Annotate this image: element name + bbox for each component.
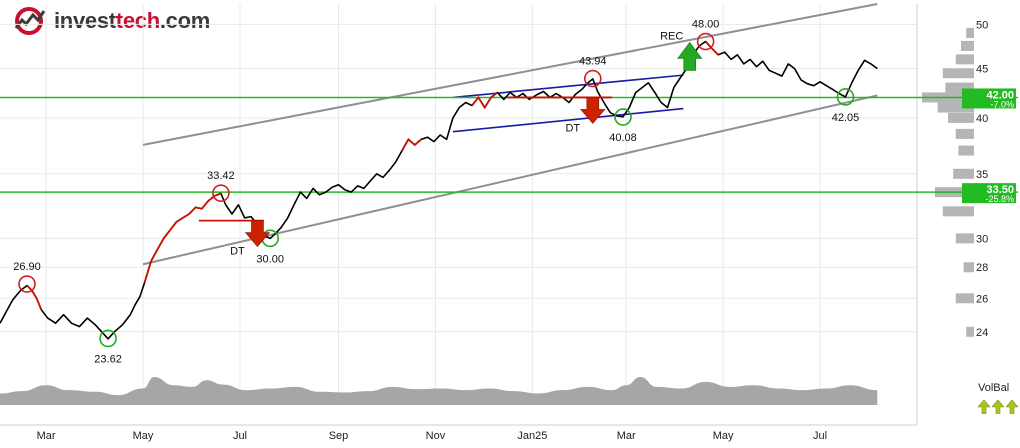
- rect-channel-lower: [452, 107, 684, 133]
- x-tick-label: Jul: [813, 430, 827, 442]
- volume-profile-bar: [937, 102, 974, 113]
- trend-channel-upper: [142, 3, 878, 146]
- volume-profile-bar: [948, 112, 974, 123]
- top-label: 48.00: [692, 19, 720, 31]
- price-highlight-segment: [26, 284, 43, 311]
- top-label: 26.90: [13, 261, 41, 273]
- volume-profile-bar: [963, 262, 974, 273]
- up-arrow-icon: [1006, 400, 1018, 414]
- y-tick-label: 45: [976, 64, 988, 76]
- price-line: [0, 40, 878, 340]
- x-tick-label: Jul: [233, 430, 247, 442]
- sell-signal-label: DT: [565, 122, 580, 134]
- volume-profile-bar: [955, 128, 974, 139]
- x-tick-label: Mar: [617, 430, 636, 442]
- bottom-marker: [99, 329, 117, 348]
- buy-signal-label: REC: [660, 30, 683, 42]
- buy-signal-arrow: [677, 41, 703, 71]
- y-tick-label: 40: [976, 113, 988, 125]
- support-line-tag: [962, 88, 1016, 109]
- up-arrow-icon: [992, 400, 1004, 414]
- volume-profile-bar: [942, 206, 974, 217]
- logo-accent: tech: [115, 8, 160, 33]
- top-label: 43.94: [579, 56, 607, 68]
- logo-prefix: invest: [54, 8, 116, 33]
- up-arrow-icon: [978, 400, 990, 414]
- volume-profile-bar: [955, 233, 974, 244]
- volume-profile-bar: [958, 145, 974, 156]
- price-highlight-segment: [704, 40, 719, 56]
- x-tick-label: May: [133, 430, 154, 442]
- sell-signal-label: DT: [230, 246, 245, 258]
- support-line-value: 33.50: [986, 184, 1014, 196]
- volume-profile-bar: [945, 82, 974, 93]
- top-marker: [696, 32, 715, 51]
- volume-profile-bar: [953, 168, 974, 179]
- indicator-arrows: [978, 400, 1018, 414]
- top-marker: [583, 69, 602, 88]
- logo-suffix: .com: [159, 8, 210, 33]
- x-tick-label: Sep: [329, 430, 349, 442]
- y-tick-label: 28: [976, 262, 988, 274]
- y-tick-label: 35: [976, 169, 988, 181]
- y-tick-label: 50: [976, 19, 988, 31]
- support-line-change: -7.0%: [990, 99, 1014, 109]
- x-tick-label: Jan25: [517, 430, 547, 442]
- x-tick-label: Mar: [37, 430, 56, 442]
- y-tick-label: 30: [976, 233, 988, 245]
- price-highlight-segment: [471, 91, 498, 110]
- support-line-change: -25.8%: [985, 194, 1014, 204]
- sell-signal-arrow: [244, 220, 271, 248]
- bottom-label: 23.62: [94, 353, 122, 365]
- volume-profile-bar: [966, 27, 974, 38]
- volume-profile-bar: [942, 68, 974, 79]
- top-label: 33.42: [207, 170, 235, 182]
- logo: investtech.com: [12, 6, 210, 36]
- logo-emblem-icon: [14, 7, 46, 35]
- volume-area: [0, 376, 878, 405]
- logo-wordmark: investtech.com: [54, 8, 210, 34]
- volume-profile-bar: [955, 54, 974, 65]
- rect-channel-upper: [452, 74, 684, 99]
- bottom-label: 30.00: [256, 253, 284, 265]
- support-line-tag: [962, 183, 1016, 204]
- price-highlight-segment: [401, 138, 422, 151]
- x-tick-label: Nov: [426, 430, 446, 442]
- volume-profile-bar: [955, 293, 974, 304]
- sell-signal-arrow: [580, 97, 606, 124]
- price-highlight-segment: [143, 192, 222, 283]
- y-tick-label: 24: [976, 327, 988, 339]
- bottom-label: 42.05: [832, 112, 860, 124]
- bottom-marker: [614, 108, 632, 126]
- volume-profile-bar: [961, 40, 974, 51]
- bottom-marker: [836, 88, 855, 106]
- indicator-label: VolBal: [978, 382, 1010, 394]
- y-tick-label: 26: [976, 293, 988, 305]
- bottom-label: 40.08: [609, 132, 637, 144]
- x-tick-label: May: [713, 430, 734, 442]
- volume-profile-bar: [966, 326, 974, 337]
- support-line-value: 42.00: [986, 89, 1014, 101]
- top-marker: [18, 275, 36, 293]
- top-marker: [212, 184, 230, 202]
